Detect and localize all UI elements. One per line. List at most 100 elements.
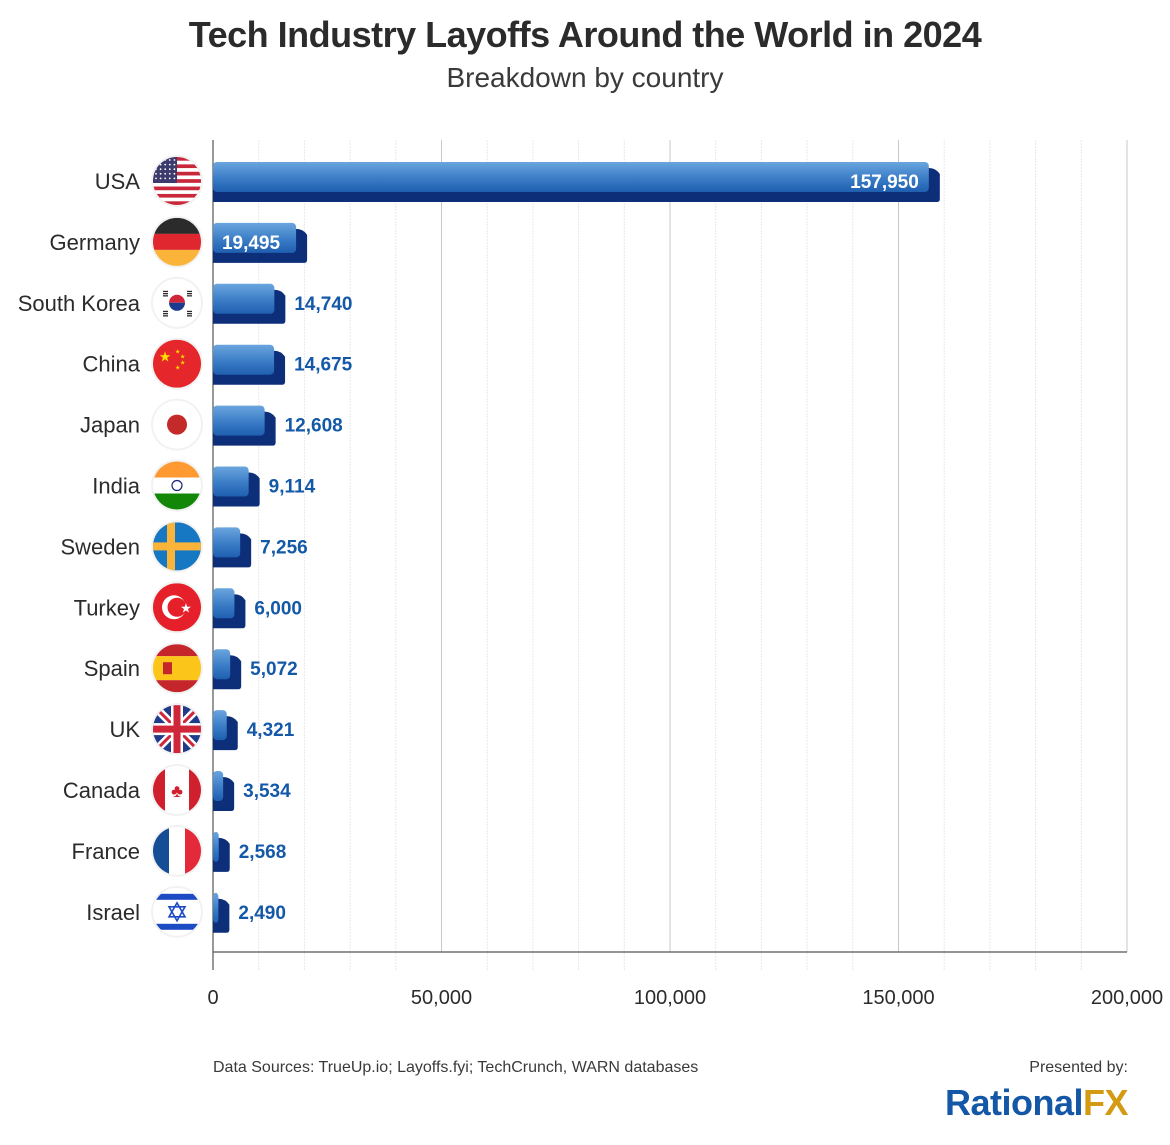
category-label: Canada <box>63 778 141 803</box>
flag-body <box>153 644 201 693</box>
flag-trigram <box>163 293 168 295</box>
category-labels: USA Germany South Korea China Japan India Swed… <box>18 169 141 925</box>
flag-star <box>168 172 171 175</box>
flag-body <box>153 522 201 571</box>
logo-part-rational: Rational <box>944 1082 1084 1123</box>
x-tick-label: 150,000 <box>862 987 934 1009</box>
flag-star <box>173 177 176 180</box>
bar <box>213 466 249 497</box>
bar-usa: 157,950 <box>213 162 940 202</box>
flag-stripe <box>185 826 201 875</box>
flag-stripe <box>153 826 169 875</box>
flag-trigram <box>163 315 168 317</box>
flag-stripe <box>153 201 201 205</box>
flag-star <box>159 177 162 180</box>
bar <box>213 344 275 375</box>
flag-body <box>153 278 201 327</box>
flag-stripe <box>153 923 201 930</box>
category-label: India <box>92 474 140 499</box>
flag-stripe <box>153 233 201 250</box>
flag-star: ★ <box>180 360 185 367</box>
bar <box>213 283 275 314</box>
flag-star <box>168 159 171 161</box>
flag-trigram <box>187 295 192 297</box>
presented-by-label: Presented by: <box>1029 1059 1128 1076</box>
flag-star <box>155 172 157 175</box>
flag-star <box>159 163 162 166</box>
germany-flag-icon <box>151 215 203 268</box>
bar-turkey: 6,000 <box>213 588 302 629</box>
flag-taeguk-bottom <box>169 302 185 311</box>
flag-trigram <box>163 313 168 315</box>
bar <box>213 527 241 558</box>
flag-stripe <box>153 186 201 191</box>
bar-spain: 5,072 <box>213 649 298 690</box>
flag-star <box>168 168 171 171</box>
flag-maple-leaf: ♣ <box>171 781 183 801</box>
category-label: Spain <box>84 656 140 681</box>
flag-star <box>164 177 167 180</box>
bar <box>213 771 224 801</box>
value-label: 2,568 <box>239 842 287 863</box>
value-label: 14,740 <box>294 294 352 315</box>
flag-stripe <box>153 477 201 494</box>
value-label: 14,675 <box>294 355 353 376</box>
x-tick-label: 100,000 <box>634 987 706 1009</box>
uk-flag-icon <box>151 703 203 756</box>
category-label: UK <box>109 717 140 742</box>
grid-lines <box>258 140 1128 970</box>
logo-part-fx: FX <box>1082 1082 1129 1123</box>
bar-canada: 3,534 <box>213 771 291 811</box>
category-label: China <box>83 352 141 377</box>
data-sources-note: Data Sources: TrueUp.io; Layoffs.fyi; Te… <box>213 1059 699 1076</box>
category-label: Israel <box>86 900 140 925</box>
rationalfx-logo[interactable]: RationalFX <box>944 1082 1129 1124</box>
bar-uk: 4,321 <box>213 710 295 751</box>
flag-stripe <box>173 705 181 754</box>
spain-flag-icon <box>151 642 203 695</box>
flag-stripe <box>153 542 201 551</box>
bar <box>213 405 265 436</box>
category-label: Sweden <box>60 534 140 559</box>
flag-body <box>153 400 201 449</box>
flag-star <box>173 159 176 161</box>
israel-flag-icon <box>151 885 203 938</box>
flag-stripe <box>153 197 201 202</box>
flag-trigram <box>187 293 192 295</box>
flag-trigram <box>187 310 192 313</box>
flag-chakra <box>171 479 183 492</box>
france-flag-icon <box>151 824 203 877</box>
south-korea-flag-icon <box>151 276 203 329</box>
x-tick-label: 50,000 <box>411 987 472 1009</box>
bar-japan: 12,608 <box>213 405 343 446</box>
category-label: South Korea <box>18 291 141 316</box>
flag-star <box>164 168 167 171</box>
flag-body <box>153 217 201 266</box>
flag-trigram <box>163 295 168 297</box>
flag-stripe <box>153 893 201 900</box>
flag-emblem <box>163 662 172 675</box>
flag-stripe <box>153 461 201 478</box>
bar <box>213 649 231 680</box>
india-flag-icon <box>151 459 203 512</box>
flag-star <box>155 177 157 180</box>
flag-stripe <box>153 193 201 199</box>
turkey-flag-icon: ★ <box>151 581 203 634</box>
bar-france: 2,568 <box>213 831 287 872</box>
flag-star <box>159 172 162 175</box>
flag-trigram <box>187 315 192 317</box>
flag-stripe <box>169 826 185 875</box>
flag-body: ★ <box>153 583 201 632</box>
value-label: 157,950 <box>850 172 919 193</box>
flag-star <box>173 168 176 171</box>
bar-germany: 19,495 <box>213 222 308 263</box>
flag-star: ★ <box>180 600 192 615</box>
flag-star: ★ <box>175 349 180 356</box>
flag-body: ♣ <box>153 766 201 814</box>
chart-title: Tech Industry Layoffs Around the World i… <box>188 14 982 55</box>
bars-group: 157,950 19,495 14,740 14,675 12,608 9,114 7,25… <box>213 162 940 933</box>
chart-subtitle: Breakdown by country <box>446 62 724 93</box>
bar <box>213 831 219 862</box>
flag-stripe <box>153 249 201 266</box>
